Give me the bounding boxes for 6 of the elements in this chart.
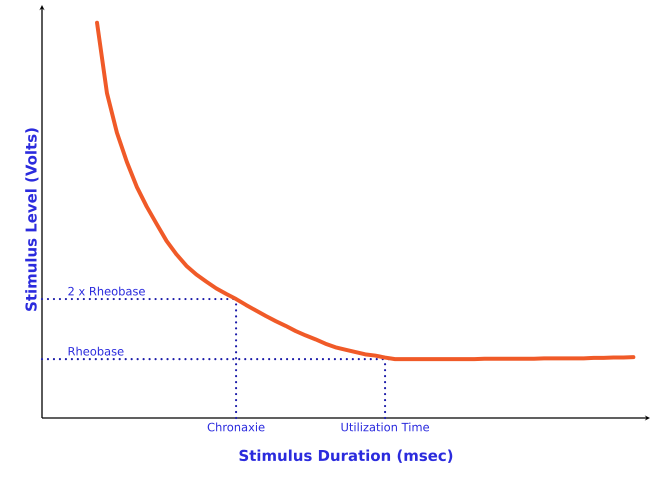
ref-line-label: 2 x Rheobase [68, 286, 145, 296]
y-axis-title: Stimulus Level (Volts) [25, 128, 38, 311]
x-tick-label: Utilization Time [342, 422, 430, 432]
ref-line-label: Rheobase [68, 346, 124, 356]
x-tick-label: Chronaxie [208, 422, 264, 432]
x-axis-title: Stimulus Duration (msec) [240, 450, 452, 463]
